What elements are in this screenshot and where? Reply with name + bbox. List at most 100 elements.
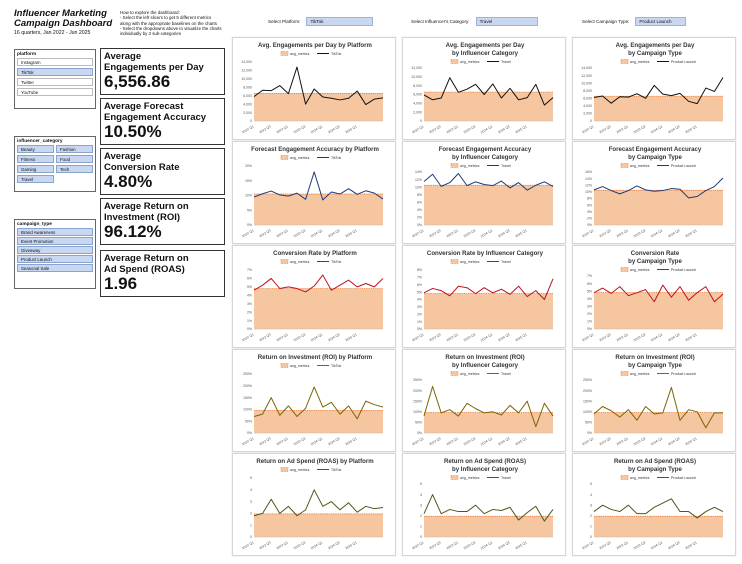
slicer-item-food[interactable]: Food — [56, 155, 93, 163]
x-tick-label: 2025 Q1 — [514, 436, 527, 446]
campaign-selector: Select Campaign Type: Product Launch — [582, 16, 687, 26]
x-tick-label: 2022 Q3 — [598, 228, 611, 238]
chart-legend: avg_metrics Travel — [450, 59, 511, 64]
slicer-item-beauty[interactable]: Beauty — [17, 145, 54, 153]
y-tick-label: 0% — [417, 431, 422, 435]
y-tick-label: 4% — [417, 298, 422, 302]
legend-series-label: TikTok — [331, 156, 341, 160]
slicer-item-product-launch[interactable]: Product Launch — [17, 255, 93, 263]
chart-panel-roi-campaign[interactable]: Return on Investment (ROI) by Campaign Ty… — [572, 349, 736, 452]
slicer-item-event-promotion[interactable]: Event Promotion — [17, 237, 93, 245]
x-tick-label: 2022 Q3 — [258, 332, 271, 342]
slicer-item-gaming[interactable]: Gaming — [17, 165, 54, 173]
x-tick-label: 2023 Q1 — [446, 124, 459, 134]
avg-area — [594, 412, 723, 433]
y-tick-label: 10% — [245, 194, 252, 198]
kpi-accuracy-label-2: Engagement Accuracy — [104, 112, 207, 123]
legend-avg-swatch — [620, 475, 629, 480]
x-tick-label: 2023 Q1 — [446, 540, 459, 550]
chart-panel-engagements-campaign[interactable]: Avg. Engagements per Day by Campaign Type… — [572, 37, 736, 140]
y-tick-label: 150% — [243, 396, 252, 400]
y-tick-label: 0% — [247, 431, 252, 435]
chart-panel-conversion-platform[interactable]: Conversion Rate by Platform avg_metrics Ti… — [232, 245, 396, 348]
chart-panel-roi-platform[interactable]: Return on Investment (ROI) by Platform av… — [232, 349, 396, 452]
y-tick-label: 2% — [587, 312, 592, 316]
chart-legend: avg_metrics TikTok — [280, 467, 341, 472]
chart-title: by Campaign Type — [628, 50, 682, 57]
legend-avg-swatch — [620, 163, 629, 168]
x-tick-label: 2024 Q1 — [650, 332, 663, 342]
legend-avg-label: avg_metrics — [630, 476, 650, 480]
chart-panel-accuracy-platform[interactable]: Forecast Engagement Accuracy by Platform… — [232, 141, 396, 244]
chart-panel-conversion-category[interactable]: Conversion Rate by Influencer Category av… — [402, 245, 566, 348]
chart-panel-engagements-platform[interactable]: Avg. Engagements per Day by Platform avg_… — [232, 37, 396, 140]
y-tick-label: 10% — [415, 185, 422, 189]
x-tick-label: 2022 Q1 — [581, 540, 594, 550]
chart-panel-roas-category[interactable]: Return on Ad Spend (ROAS) by Influencer C… — [402, 453, 566, 556]
slicer-item-tech[interactable]: Tech — [56, 165, 93, 173]
chart-title: Return on Ad Spend (ROAS) by Platform — [256, 458, 374, 465]
chart-panel-roas-platform[interactable]: Return on Ad Spend (ROAS) by Platform avg… — [232, 453, 396, 556]
kpi-roas-label-2: Ad Spend (ROAS) — [104, 264, 185, 275]
y-tick-label: 2 — [250, 512, 252, 516]
legend-avg-swatch — [620, 267, 629, 272]
legend-series-label: Travel — [501, 476, 511, 480]
x-tick-label: 2023 Q3 — [463, 436, 476, 446]
x-tick-label: 2024 Q3 — [327, 228, 340, 238]
legend-avg-swatch — [280, 259, 289, 264]
chart-legend: avg_metrics TikTok — [280, 155, 341, 160]
legend-series-label: Travel — [501, 60, 511, 64]
slicer-item-youtube[interactable]: YouTube — [17, 88, 93, 96]
x-tick-label: 2022 Q1 — [411, 228, 424, 238]
slicer-item-brand-awareness[interactable]: Brand Awareness — [17, 228, 93, 236]
chart-title: Return on Investment (ROI) — [445, 354, 524, 361]
slicer-item-fashion[interactable]: Fashion — [56, 145, 93, 153]
x-tick-label: 2024 Q3 — [667, 540, 680, 550]
x-tick-label: 2024 Q3 — [327, 436, 340, 446]
avg-area — [254, 410, 383, 433]
chart-panel-accuracy-category[interactable]: Forecast Engagement Accuracy by Influence… — [402, 141, 566, 244]
x-tick-label: 2023 Q1 — [616, 436, 629, 446]
y-tick-label: 5 — [590, 482, 592, 486]
slicer-item-travel[interactable]: Travel — [17, 175, 54, 183]
platform-dropdown[interactable]: TikTok — [306, 16, 374, 26]
slicer-item-twitter[interactable]: Twitter — [17, 78, 93, 86]
x-tick-label: 2022 Q1 — [241, 124, 254, 134]
chart-panel-conversion-campaign[interactable]: Conversion Rate by Campaign Type avg_metri… — [572, 245, 736, 348]
slicer-item-fitness[interactable]: Fitness — [17, 155, 54, 163]
chart-title: by Influencer Category — [452, 466, 519, 473]
chart-panel-roi-category[interactable]: Return on Investment (ROI) by Influencer … — [402, 349, 566, 452]
chart-panel-engagements-category[interactable]: Avg. Engagements per Day by Influencer Ca… — [402, 37, 566, 140]
x-tick-label: 2024 Q1 — [650, 124, 663, 134]
chart-title: Avg. Engagements per Day — [616, 42, 695, 49]
chart-panel-roas-campaign[interactable]: Return on Ad Spend (ROAS) by Campaign Typ… — [572, 453, 736, 556]
series-line — [253, 386, 384, 420]
slicer-item-giveaway[interactable]: Giveaway — [17, 246, 93, 254]
avg-area — [254, 288, 383, 329]
x-tick-label: 2024 Q3 — [497, 332, 510, 342]
instructions-line-4: - Select the dropdowns above to visualiz… — [120, 25, 222, 31]
y-tick-label: 6% — [587, 282, 592, 286]
chart-panel-accuracy-campaign[interactable]: Forecast Engagement Accuracy by Campaign … — [572, 141, 736, 244]
campaign-dropdown[interactable]: Product Launch — [635, 16, 687, 26]
slicer-item-instagram[interactable]: Instagram — [17, 58, 93, 66]
y-tick-label: 0% — [417, 327, 422, 331]
legend-avg-swatch — [450, 59, 459, 64]
platform-slicer-header: platform — [17, 52, 37, 57]
x-tick-label: 2023 Q1 — [446, 228, 459, 238]
category-selector: Select Influencer's Category: Travel — [411, 16, 538, 26]
y-tick-label: 3 — [420, 503, 422, 507]
category-dropdown[interactable]: Travel — [475, 16, 538, 26]
legend-avg-label: avg_metrics — [460, 476, 480, 480]
legend-series-label: Travel — [501, 260, 511, 264]
avg-area — [594, 516, 723, 537]
campaign-selector-label: Select Campaign Type: — [582, 18, 630, 24]
chart-svg: Return on Investment (ROI)by Influencer … — [411, 354, 554, 446]
campaign-slicer-header: campaign_type — [17, 222, 52, 227]
instructions-line-1: How to explore the dashboard: — [120, 10, 180, 15]
x-tick-label: 2023 Q3 — [633, 436, 646, 446]
slicer-item-tiktok[interactable]: TikTok — [17, 68, 93, 76]
slicer-item-seasonal-sale[interactable]: Seasonal Sale — [17, 264, 93, 272]
y-tick-label: 8,000 — [583, 89, 592, 93]
